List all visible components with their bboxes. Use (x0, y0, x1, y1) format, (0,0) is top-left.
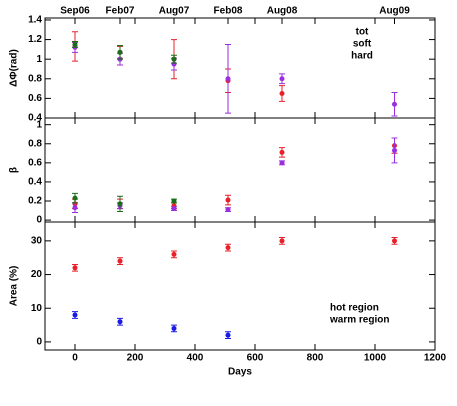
x-tick-label: 1000 (364, 353, 387, 364)
y-tick-label: 30 (31, 236, 43, 247)
y-tick-label: 0.2 (28, 196, 42, 207)
data-point (392, 238, 397, 244)
top-tick-label: Aug09 (379, 6, 410, 17)
legend-label: warm region (329, 315, 389, 326)
y-tick-label: 0.4 (28, 113, 42, 124)
data-point (171, 251, 177, 257)
x-tick-label: 800 (307, 353, 324, 364)
y-tick-label: 0 (36, 215, 42, 226)
top-tick-label: Feb07 (106, 6, 135, 17)
data-point (279, 149, 285, 155)
data-point (72, 41, 78, 47)
data-point (171, 325, 177, 331)
data-point (279, 90, 285, 96)
data-point (279, 160, 285, 166)
data-point (72, 195, 78, 201)
data-point (392, 147, 397, 153)
data-point (225, 197, 231, 203)
data-point (171, 198, 177, 204)
x-tick-label: 600 (247, 353, 264, 364)
legend-label: soft (353, 39, 372, 50)
data-point (117, 258, 123, 264)
y-tick-label: 20 (31, 269, 43, 280)
data-point (171, 56, 177, 62)
y-tick-label: 0.8 (28, 73, 42, 84)
top-tick-label: Aug08 (267, 6, 298, 17)
panel-frame (44, 221, 436, 351)
data-point (72, 265, 78, 271)
panel-frame (44, 17, 436, 119)
data-point (392, 101, 397, 107)
data-point (279, 238, 285, 244)
data-point (117, 201, 123, 207)
legend-label: hot region (330, 303, 379, 314)
y-tick-label: 0 (36, 337, 42, 348)
y-tick-label: 0.6 (28, 93, 42, 104)
y-tick-label: 1 (36, 119, 42, 130)
data-point (225, 76, 231, 82)
y-tick-label: 1 (36, 54, 42, 65)
top-tick-label: Sep06 (60, 6, 90, 17)
data-point (72, 312, 78, 318)
x-tick-label: 200 (127, 353, 144, 364)
data-point (171, 206, 177, 212)
data-point (117, 319, 123, 325)
panel-frame (44, 117, 436, 223)
x-tick-label: 1200 (424, 353, 447, 364)
x-tick-label: 400 (187, 353, 204, 364)
y-tick-label: 1.4 (28, 15, 42, 26)
legend-label: hard (351, 51, 373, 62)
legend-label: tot (356, 27, 369, 38)
x-axis-label: Days (228, 367, 252, 378)
y-tick-label: 10 (31, 303, 43, 314)
data-point (279, 76, 285, 82)
y-tick-label: 0.6 (28, 157, 42, 168)
data-point (225, 207, 231, 213)
top-tick-label: Aug07 (159, 6, 190, 17)
y-axis-label: Area (%) (9, 266, 20, 307)
y-axis-label: ΔΦ(rad) (9, 49, 20, 87)
data-point (72, 205, 78, 211)
y-tick-label: 0.4 (28, 177, 42, 188)
y-tick-label: 1.2 (28, 34, 42, 45)
x-tick-label: 0 (72, 353, 78, 364)
y-tick-label: 0.8 (28, 138, 42, 149)
y-axis-label: β (9, 167, 20, 173)
data-point (225, 332, 231, 338)
data-point (117, 49, 123, 55)
top-tick-label: Feb08 (214, 6, 243, 17)
data-point (225, 245, 231, 251)
